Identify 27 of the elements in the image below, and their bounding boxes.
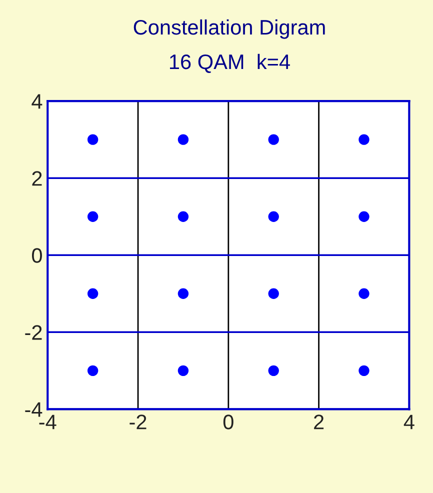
y-tick-label: -4 (25, 402, 42, 417)
point (268, 365, 279, 376)
y-tick-label: 0 (32, 248, 42, 263)
point (268, 211, 279, 222)
point (87, 134, 98, 145)
point (87, 365, 98, 376)
y-tick-label: 4 (32, 94, 42, 109)
point (358, 211, 370, 222)
point (268, 288, 279, 299)
point (358, 288, 370, 299)
point (178, 211, 189, 222)
y-tick-label: 2 (32, 171, 42, 186)
y-tick-label: -2 (25, 325, 42, 340)
chart-subtitle: 16 QAM k=4 (170, 54, 290, 73)
point (87, 288, 98, 299)
x-tick-label: 0 (223, 414, 234, 430)
point (87, 211, 98, 222)
point (358, 365, 370, 376)
point (178, 288, 189, 299)
point (358, 134, 370, 145)
point (178, 134, 189, 145)
x-tick-label: -2 (130, 414, 146, 430)
point (268, 134, 279, 145)
x-tick-label: 2 (314, 414, 324, 430)
chart-title: Constellation Digram (134, 19, 325, 39)
x-tick-label: 4 (404, 414, 414, 430)
point (178, 365, 189, 376)
